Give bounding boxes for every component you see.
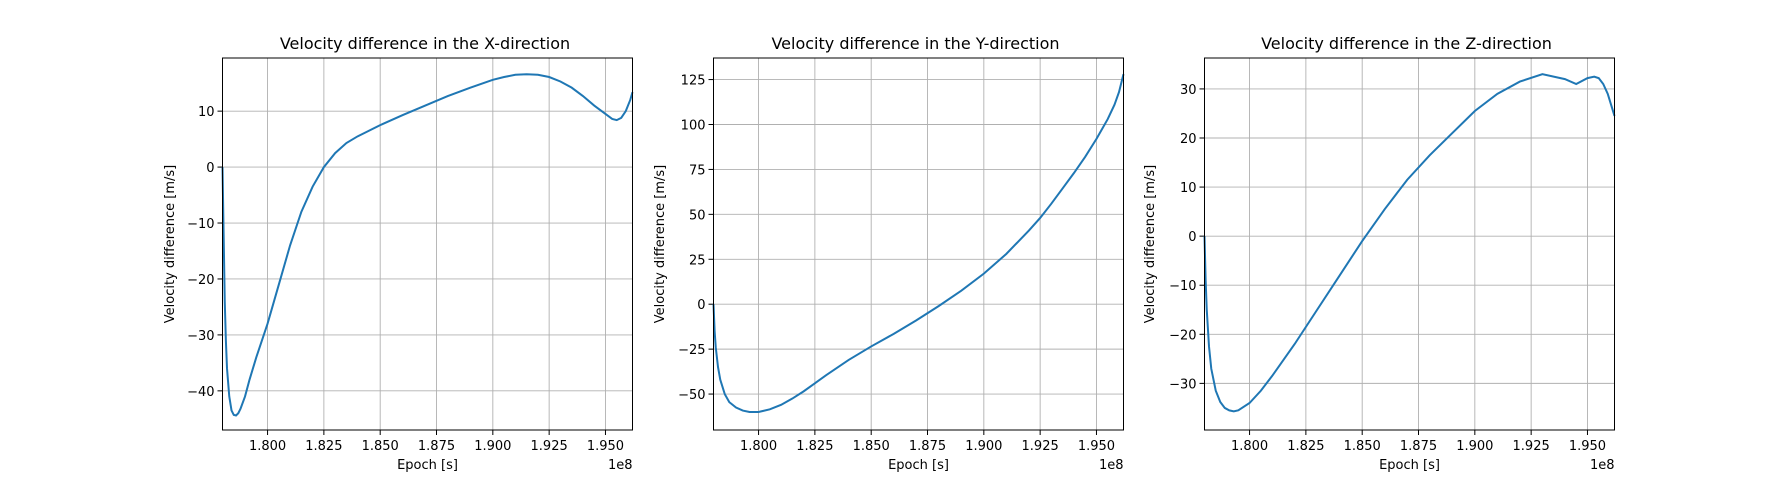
grid [1204, 58, 1615, 430]
y-tick-label: −10 [1169, 279, 1196, 294]
x-tick-label: 1.925 [531, 439, 568, 454]
x-tick-label: 1.825 [1287, 439, 1324, 454]
x-tick-label: 1.875 [418, 439, 455, 454]
x-tick-label: 1.850 [362, 439, 399, 454]
x-tick-label: 1.800 [1231, 439, 1268, 454]
y-tick-label: 75 [689, 163, 706, 178]
y-tick-label: 10 [198, 105, 215, 120]
chart-title: Velocity difference in the Y-direction [771, 34, 1059, 53]
x-tick-label: 1.950 [587, 439, 624, 454]
x-tick-label: 1.850 [853, 439, 890, 454]
x-tick-label: 1.825 [796, 439, 833, 454]
x-tick-label: 1.950 [1078, 439, 1115, 454]
x-tick-label: 1.800 [249, 439, 286, 454]
y-tick-label: 50 [689, 208, 706, 223]
y-tick-label: 0 [1188, 230, 1196, 245]
chart-title: Velocity difference in the X-direction [280, 34, 570, 53]
tick-labels: 1.800 1.825 1.850 1.875 1.900 1.925 1.950 −50 −2… [678, 74, 1115, 454]
y-axis-label: Velocity difference [m/s] [653, 165, 668, 323]
y-tick-label: −25 [678, 343, 705, 358]
chart-title: Velocity difference in the Z-direction [1261, 34, 1552, 53]
y-tick-label: −20 [187, 273, 214, 288]
x-tick-label: 1.950 [1569, 439, 1606, 454]
x-axis-label: Epoch [s] [397, 458, 458, 473]
series-line [1203, 73, 1616, 413]
x-axis-label: Epoch [s] [888, 458, 949, 473]
axes-frame [1204, 57, 1615, 431]
x-offset-label: 1e8 [1099, 458, 1124, 473]
x-tick-label: 1.850 [1344, 439, 1381, 454]
x-tick-label: 1.925 [1022, 439, 1059, 454]
x-axis-label: Epoch [s] [1379, 458, 1440, 473]
y-tick-label: −20 [1169, 328, 1196, 343]
y-tick-label: 100 [681, 118, 706, 133]
y-tick-label: 20 [1180, 132, 1197, 147]
y-tick-label: 0 [206, 161, 214, 176]
grid [222, 58, 633, 430]
x-tick-label: 1.900 [1456, 439, 1493, 454]
x-tick-label: 1.875 [1400, 439, 1437, 454]
tick-labels: 1.800 1.825 1.850 1.875 1.900 1.925 1.950 −30 −2… [1169, 83, 1606, 454]
x-tick-label: 1.800 [740, 439, 777, 454]
x-offset-label: 1e8 [608, 458, 633, 473]
x-tick-label: 1.925 [1513, 439, 1550, 454]
y-axis-label: Velocity difference [m/s] [163, 165, 178, 323]
x-tick-label: 1.875 [909, 439, 946, 454]
y-tick-label: 25 [689, 253, 706, 268]
x-tick-label: 1.900 [474, 439, 511, 454]
y-tick-label: −30 [187, 329, 214, 344]
y-tick-label: −50 [678, 388, 705, 403]
y-tick-label: −30 [1169, 377, 1196, 392]
y-tick-label: 10 [1180, 181, 1197, 196]
x-offset-label: 1e8 [1590, 458, 1615, 473]
series-line [712, 73, 1125, 414]
y-tick-label: 0 [697, 298, 705, 313]
x-tick-label: 1.825 [305, 439, 342, 454]
series-line [221, 73, 634, 417]
y-tick-label: 30 [1180, 83, 1197, 98]
x-tick-label: 1.900 [965, 439, 1002, 454]
subplot-y: Velocity difference in the Y-direction 1… [653, 34, 1125, 473]
subplot-x: Velocity difference in the X-direction 1… [163, 34, 634, 473]
y-axis-label: Velocity difference [m/s] [1143, 165, 1158, 323]
y-tick-label: −40 [187, 385, 214, 400]
tick-labels: 1.800 1.825 1.850 1.875 1.900 1.925 1.950 −40 −3… [187, 105, 624, 454]
grid [713, 58, 1124, 430]
y-tick-label: −10 [187, 217, 214, 232]
subplot-z: Velocity difference in the Z-direction 1… [1143, 34, 1616, 473]
axes-frame [222, 57, 633, 431]
y-tick-label: 125 [681, 74, 706, 89]
axes-frame [713, 57, 1124, 431]
